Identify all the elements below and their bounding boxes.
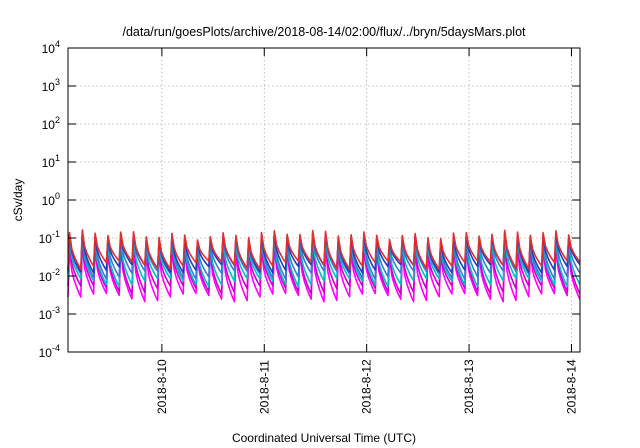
y-tick-label: 104 <box>42 39 60 56</box>
x-tick-label: 2018-8-11 <box>257 360 271 414</box>
chart-title: /data/run/goesPlots/archive/2018-08-14/0… <box>122 25 526 39</box>
series-group <box>67 229 581 303</box>
series-line <box>67 229 581 270</box>
x-axis-label: Coordinated Universal Time (UTC) <box>232 431 416 445</box>
series-line <box>67 237 581 288</box>
y-tick-label: 100 <box>42 191 60 208</box>
y-axis: 10-4 10-3 10-2 10-1 100 101 102 103 104 <box>39 39 580 360</box>
x-tick-label: 2018-8-14 <box>564 359 578 414</box>
y-tick-label: 10-2 <box>39 267 60 284</box>
x-tick-label: 2018-8-10 <box>155 359 169 414</box>
y-tick-label: 10-4 <box>39 343 60 360</box>
y-tick-label: 101 <box>42 153 60 170</box>
x-axis: 2018-8-10 2018-8-11 2018-8-12 2018-8-13 2018… <box>155 48 578 414</box>
y-tick-label: 10-1 <box>39 229 60 246</box>
series-line <box>67 246 581 303</box>
x-tick-label: 2018-8-13 <box>462 359 476 414</box>
x-tick-label: 2018-8-12 <box>360 359 374 414</box>
series-line <box>67 233 581 280</box>
series-line <box>67 241 581 295</box>
y-tick-label: 10-3 <box>39 305 60 322</box>
y-tick-label: 102 <box>42 115 60 132</box>
y-axis-label: cSv/day <box>11 179 25 222</box>
y-tick-label: 103 <box>42 77 60 94</box>
